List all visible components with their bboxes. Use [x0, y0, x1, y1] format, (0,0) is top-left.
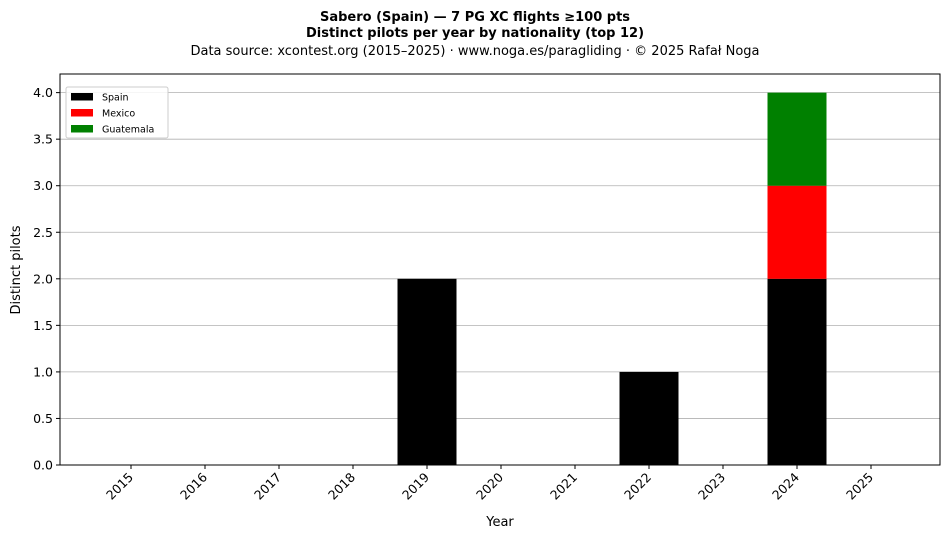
y-tick-label: 2.5: [33, 225, 53, 240]
legend: Spain Mexico Guatemala: [65, 86, 169, 139]
bar-mexico-2024: [767, 185, 827, 279]
x-tick-label: 2024: [769, 469, 802, 502]
x-tick-label: 2021: [547, 470, 580, 503]
chart-subtitle: Data source: xcontest.org (2015–2025) · …: [190, 44, 759, 59]
bar-guatemala-2024: [767, 92, 827, 186]
x-tick-label: 2017: [251, 470, 284, 503]
x-tick-label: 2025: [843, 470, 876, 503]
legend-label-guatemala: Guatemala: [102, 125, 154, 136]
y-tick-label: 0.0: [33, 458, 53, 473]
y-tick-label: 3.0: [33, 178, 53, 193]
y-tick-label: 2.0: [33, 271, 53, 286]
y-axis-ticks: 0.0 0.5 1.0 1.5 2.0 2.5 3.0 3.5 4.0: [33, 85, 60, 473]
legend-label-spain: Spain: [102, 93, 129, 104]
bar-spain-2019: [397, 278, 457, 465]
legend-swatch-guatemala: [71, 125, 93, 133]
y-axis-label: Distinct pilots: [9, 225, 24, 314]
legend-swatch-spain: [71, 93, 93, 101]
y-tick-label: 1.0: [33, 364, 53, 379]
y-tick-label: 0.5: [33, 411, 53, 426]
legend-label-mexico: Mexico: [102, 109, 135, 120]
x-axis-ticks: 2015 2016 2017 2018 2019 2020 2021 2022 2023 2024…: [103, 465, 876, 503]
bar-spain-2024: [767, 278, 827, 465]
x-tick-label: 2019: [399, 469, 432, 502]
x-tick-label: 2016: [177, 469, 210, 502]
bar-spain-2022: [619, 371, 679, 465]
y-tick-label: 4.0: [33, 85, 53, 100]
chart-title-line2: Distinct pilots per year by nationality …: [306, 26, 644, 41]
x-tick-label: 2018: [325, 469, 358, 502]
chart-title-line1: Sabero (Spain) — 7 PG XC flights ≥100 pt…: [320, 10, 630, 25]
bar-layer: [397, 92, 827, 465]
plot-frame: [59, 73, 941, 466]
x-tick-label: 2023: [695, 470, 728, 503]
legend-swatch-mexico: [71, 109, 93, 117]
x-tick-label: 2022: [621, 470, 654, 503]
x-tick-label: 2020: [473, 469, 506, 502]
x-axis-label: Year: [485, 515, 514, 530]
y-tick-label: 3.5: [33, 132, 53, 147]
grid-layer: [60, 92, 940, 466]
x-tick-label: 2015: [103, 470, 136, 503]
y-tick-label: 1.5: [33, 318, 53, 333]
